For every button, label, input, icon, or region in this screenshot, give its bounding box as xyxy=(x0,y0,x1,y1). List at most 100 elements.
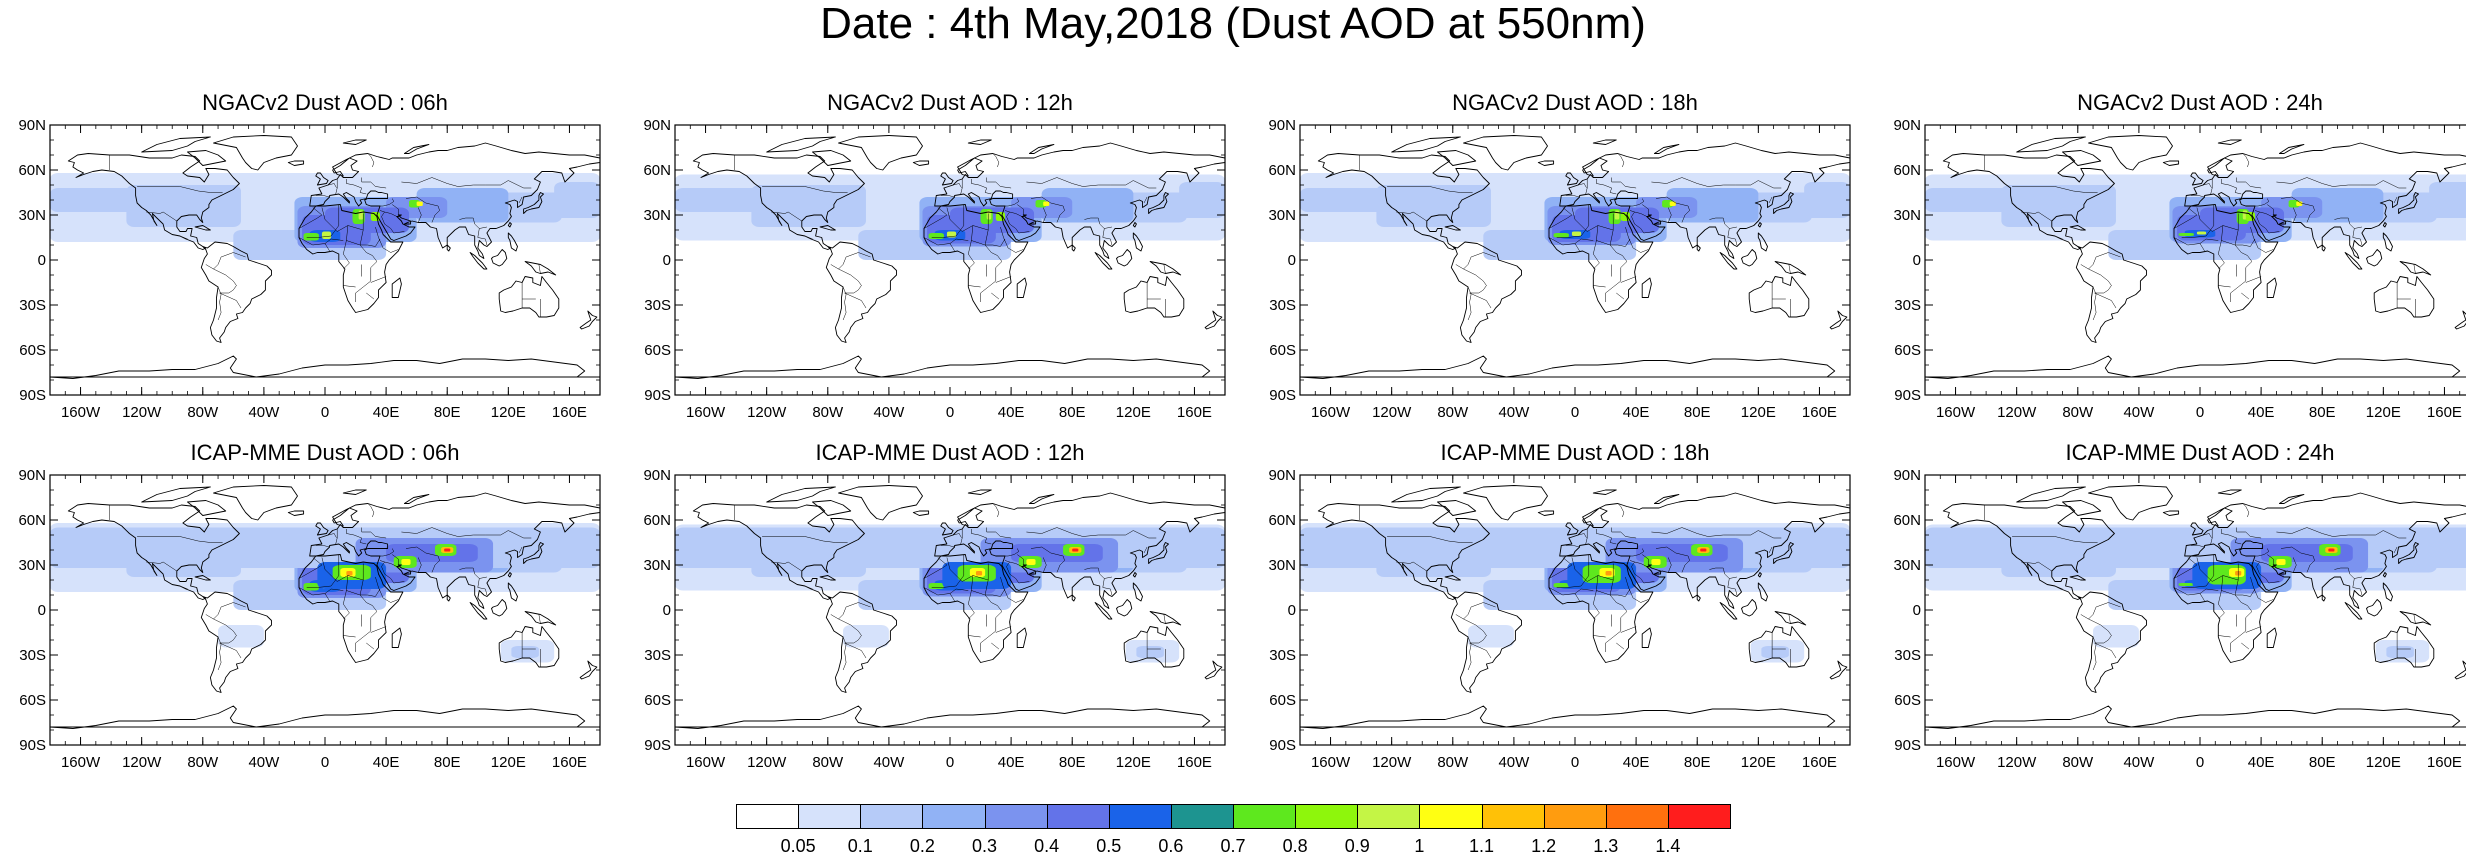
lon-tick-label: 40E xyxy=(1623,404,1650,421)
border-line xyxy=(343,635,356,638)
border-line xyxy=(346,588,381,597)
coastline-sumatra xyxy=(1094,252,1113,270)
coastline-sumatra xyxy=(469,602,488,620)
border-line xyxy=(370,276,387,283)
lon-tick-label: 120E xyxy=(1116,754,1151,771)
aod-patch xyxy=(1571,231,1582,236)
border-line xyxy=(949,243,955,252)
coastline-sumatra xyxy=(1719,252,1738,270)
lat-tick-label: 90N xyxy=(1268,117,1296,134)
border-line xyxy=(328,183,338,195)
panel-title: ICAP-MME Dust AOD : 06h xyxy=(190,440,460,465)
coastline-taiwan xyxy=(1757,222,1762,228)
border-line xyxy=(2221,588,2256,597)
border-line xyxy=(538,614,541,624)
coastlines xyxy=(675,135,1225,379)
coastlines xyxy=(1300,485,1850,729)
border-line xyxy=(1642,554,1649,565)
aod-map: 90N 60N 30N 0 30S 60S 90S 160W 120W 80W 40W 0 40E 80E… xyxy=(1268,467,1851,771)
border-line xyxy=(1629,210,1647,217)
border-line xyxy=(2021,211,2052,222)
colorbar-label: 0.4 xyxy=(1034,836,1060,856)
colorbar-swatch xyxy=(860,804,924,829)
lon-tick-label: 120E xyxy=(2366,754,2401,771)
lat-tick-label: 60S xyxy=(1269,342,1296,359)
border-line xyxy=(2092,636,2097,671)
panel-title: NGACv2 Dust AOD : 24h xyxy=(2077,90,2323,115)
border-line xyxy=(2088,252,2121,270)
border-line xyxy=(1611,177,1637,189)
border-line xyxy=(1102,578,1113,596)
lat-tick-label: 90N xyxy=(1893,117,1921,134)
border-line xyxy=(355,579,378,652)
coastline-sri-lanka xyxy=(2321,594,2326,602)
lat-tick-label: 60N xyxy=(1893,162,1921,179)
colorbar-label: 0.7 xyxy=(1220,836,1246,856)
border-line xyxy=(401,527,458,537)
coastline-new-guinea xyxy=(2399,611,2432,626)
border-line xyxy=(1102,228,1113,246)
lon-tick-label: 80W xyxy=(187,754,219,771)
lat-tick-label: 0 xyxy=(38,602,46,619)
aod-patch xyxy=(2178,233,2194,236)
border-line xyxy=(762,186,848,193)
coastline-borneo xyxy=(491,599,508,617)
border-line xyxy=(1617,503,1625,518)
coastlines xyxy=(1925,135,2466,379)
aod-field xyxy=(50,523,600,663)
border-line xyxy=(1617,153,1625,168)
coastline-new-guinea xyxy=(524,611,557,626)
border-line xyxy=(217,286,222,321)
lat-tick-label: 0 xyxy=(1913,602,1921,619)
border-line xyxy=(2021,561,2052,572)
border-line xyxy=(459,567,487,579)
lat-tick-label: 90S xyxy=(1269,737,1296,754)
coastline-greenland xyxy=(213,135,298,171)
lat-tick-label: 90S xyxy=(1269,387,1296,404)
lon-tick-label: 160E xyxy=(1802,404,1837,421)
colorbar-swatch xyxy=(1108,804,1172,829)
coastline-novaya xyxy=(2278,144,2305,154)
border-line xyxy=(2230,579,2253,652)
coastline-north-america xyxy=(692,503,865,600)
coastline-greenland xyxy=(2088,485,2173,521)
coastline-taiwan xyxy=(2382,222,2387,228)
lon-tick-label: 0 xyxy=(321,754,329,771)
coastline-japan xyxy=(523,192,544,214)
border-line xyxy=(2334,217,2362,229)
lon-tick-label: 120E xyxy=(1741,404,1776,421)
lon-tick-label: 80W xyxy=(812,404,844,421)
border-line xyxy=(2253,198,2270,207)
coastline-borneo xyxy=(2366,249,2383,267)
aod-patch xyxy=(1468,625,1514,648)
border-line xyxy=(1571,557,1614,582)
lat-tick-label: 90N xyxy=(643,467,671,484)
lon-tick-label: 40W xyxy=(248,404,280,421)
lon-tick-label: 160E xyxy=(1177,754,1212,771)
aod-map: 90N 60N 30N 0 30S 60S 90S 160W 120W 80W 40W 0 40E 80E… xyxy=(1893,467,2466,771)
aod-patch xyxy=(444,548,451,552)
border-line xyxy=(830,264,839,270)
coastline-south-america xyxy=(1450,241,1522,343)
border-line xyxy=(137,536,223,543)
border-line xyxy=(2218,225,2225,270)
lon-tick-label: 120E xyxy=(1741,754,1776,771)
border-line xyxy=(2256,561,2280,584)
border-line xyxy=(2092,286,2097,321)
border-line xyxy=(1006,561,1030,584)
lat-tick-label: 60S xyxy=(19,342,46,359)
lat-tick-label: 90N xyxy=(18,117,46,134)
border-line xyxy=(346,179,367,195)
border-line xyxy=(1004,210,1022,217)
aod-patch xyxy=(126,185,241,227)
border-line xyxy=(953,533,963,545)
border-line xyxy=(2253,548,2270,557)
coastline-new-zealand xyxy=(1829,310,1848,330)
border-line xyxy=(2054,235,2063,240)
aod-patch xyxy=(303,233,319,241)
coastline-borneo xyxy=(2366,599,2383,617)
coastline-cuba xyxy=(1444,225,1461,231)
coastline-africa xyxy=(923,204,1029,313)
aod-patch xyxy=(751,185,866,227)
colorbar-swatch xyxy=(1295,804,1359,829)
